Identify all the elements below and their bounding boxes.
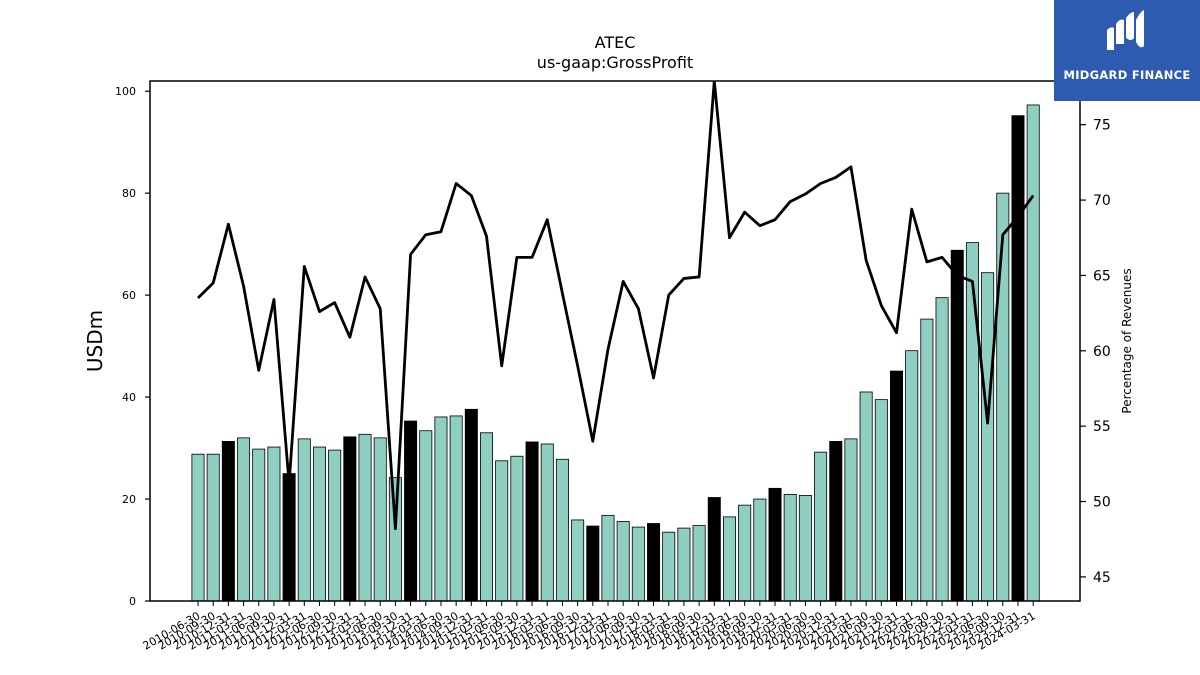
bar <box>571 519 585 602</box>
y2-tick-label: 45 <box>1093 570 1111 586</box>
bar <box>404 420 418 602</box>
x-axis: 2010-06-302010-09-302010-12-312011-03-31… <box>141 601 1038 653</box>
bar <box>388 477 402 602</box>
bar <box>844 438 858 602</box>
bar <box>252 448 266 602</box>
bar <box>373 437 387 602</box>
y-axis-label: USDm <box>83 310 107 372</box>
bar <box>829 441 843 602</box>
y2-tick-label: 60 <box>1093 344 1111 360</box>
bar <box>874 399 888 602</box>
y-tick-label: 100 <box>115 85 136 98</box>
y-tick-label: 20 <box>122 493 136 506</box>
bar <box>480 432 494 602</box>
bar <box>616 521 630 602</box>
bar <box>267 446 281 602</box>
y2-tick-label: 75 <box>1093 118 1111 134</box>
y-tick-label: 0 <box>129 595 136 608</box>
brand-name: MIDGARD FINANCE <box>1063 68 1191 82</box>
y2-axis: 45 50 55 60 65 70 75 <box>1080 118 1111 586</box>
bar <box>647 523 661 602</box>
bar <box>722 516 736 602</box>
y-tick-label: 60 <box>122 289 136 302</box>
bar <box>965 242 979 602</box>
midgard-logo-icon <box>1107 10 1144 50</box>
chart-title: ATEC <box>595 33 636 52</box>
bar <box>692 525 706 602</box>
bar <box>707 497 721 602</box>
ratio-line-path <box>197 81 1035 531</box>
y2-tick-label: 55 <box>1093 419 1111 435</box>
bar <box>206 453 220 602</box>
bar <box>738 504 752 602</box>
bar <box>510 455 524 602</box>
bar <box>282 473 296 602</box>
bar <box>540 443 554 602</box>
bar <box>950 249 964 602</box>
y-tick-label: 80 <box>122 187 136 200</box>
bar <box>935 297 949 602</box>
bar <box>1026 104 1040 602</box>
y-tick-label: 40 <box>122 391 136 404</box>
bar <box>297 438 311 602</box>
bar <box>753 498 767 602</box>
bar <box>434 416 448 602</box>
y-axis: 0 20 40 60 80 100 <box>115 85 150 608</box>
bar <box>358 433 372 602</box>
bar <box>890 370 904 602</box>
bar <box>449 415 463 602</box>
y2-axis-label: Percentage of Revenues <box>1120 268 1134 413</box>
y2-tick-label: 50 <box>1093 495 1111 511</box>
bar <box>464 408 478 602</box>
bar <box>191 453 205 602</box>
bar <box>237 437 251 602</box>
bar <box>814 451 828 602</box>
bar <box>328 449 342 602</box>
brand-logo: MIDGARD FINANCE <box>1054 0 1200 101</box>
bar <box>586 525 600 602</box>
bar <box>601 514 615 602</box>
bar <box>783 494 797 602</box>
bar <box>996 192 1010 602</box>
chart-subtitle: us-gaap:GrossProfit <box>537 53 693 72</box>
bar <box>631 526 645 602</box>
bar <box>312 446 326 602</box>
bar <box>1011 115 1025 602</box>
bars <box>191 104 1040 602</box>
bar <box>859 391 873 602</box>
ratio-line <box>197 81 1035 531</box>
bar <box>920 318 934 602</box>
bar <box>525 441 539 602</box>
bar <box>981 272 995 602</box>
bar <box>905 350 919 602</box>
y2-tick-label: 65 <box>1093 268 1111 284</box>
bar <box>768 487 782 602</box>
bar <box>677 527 691 602</box>
bar <box>798 495 812 602</box>
y2-tick-label: 70 <box>1093 193 1111 209</box>
bar <box>221 441 235 602</box>
plot-frame <box>149 80 1081 602</box>
bar <box>495 460 509 602</box>
bar <box>343 436 357 602</box>
bar <box>662 531 676 602</box>
bar <box>555 458 569 602</box>
bar <box>419 430 433 602</box>
